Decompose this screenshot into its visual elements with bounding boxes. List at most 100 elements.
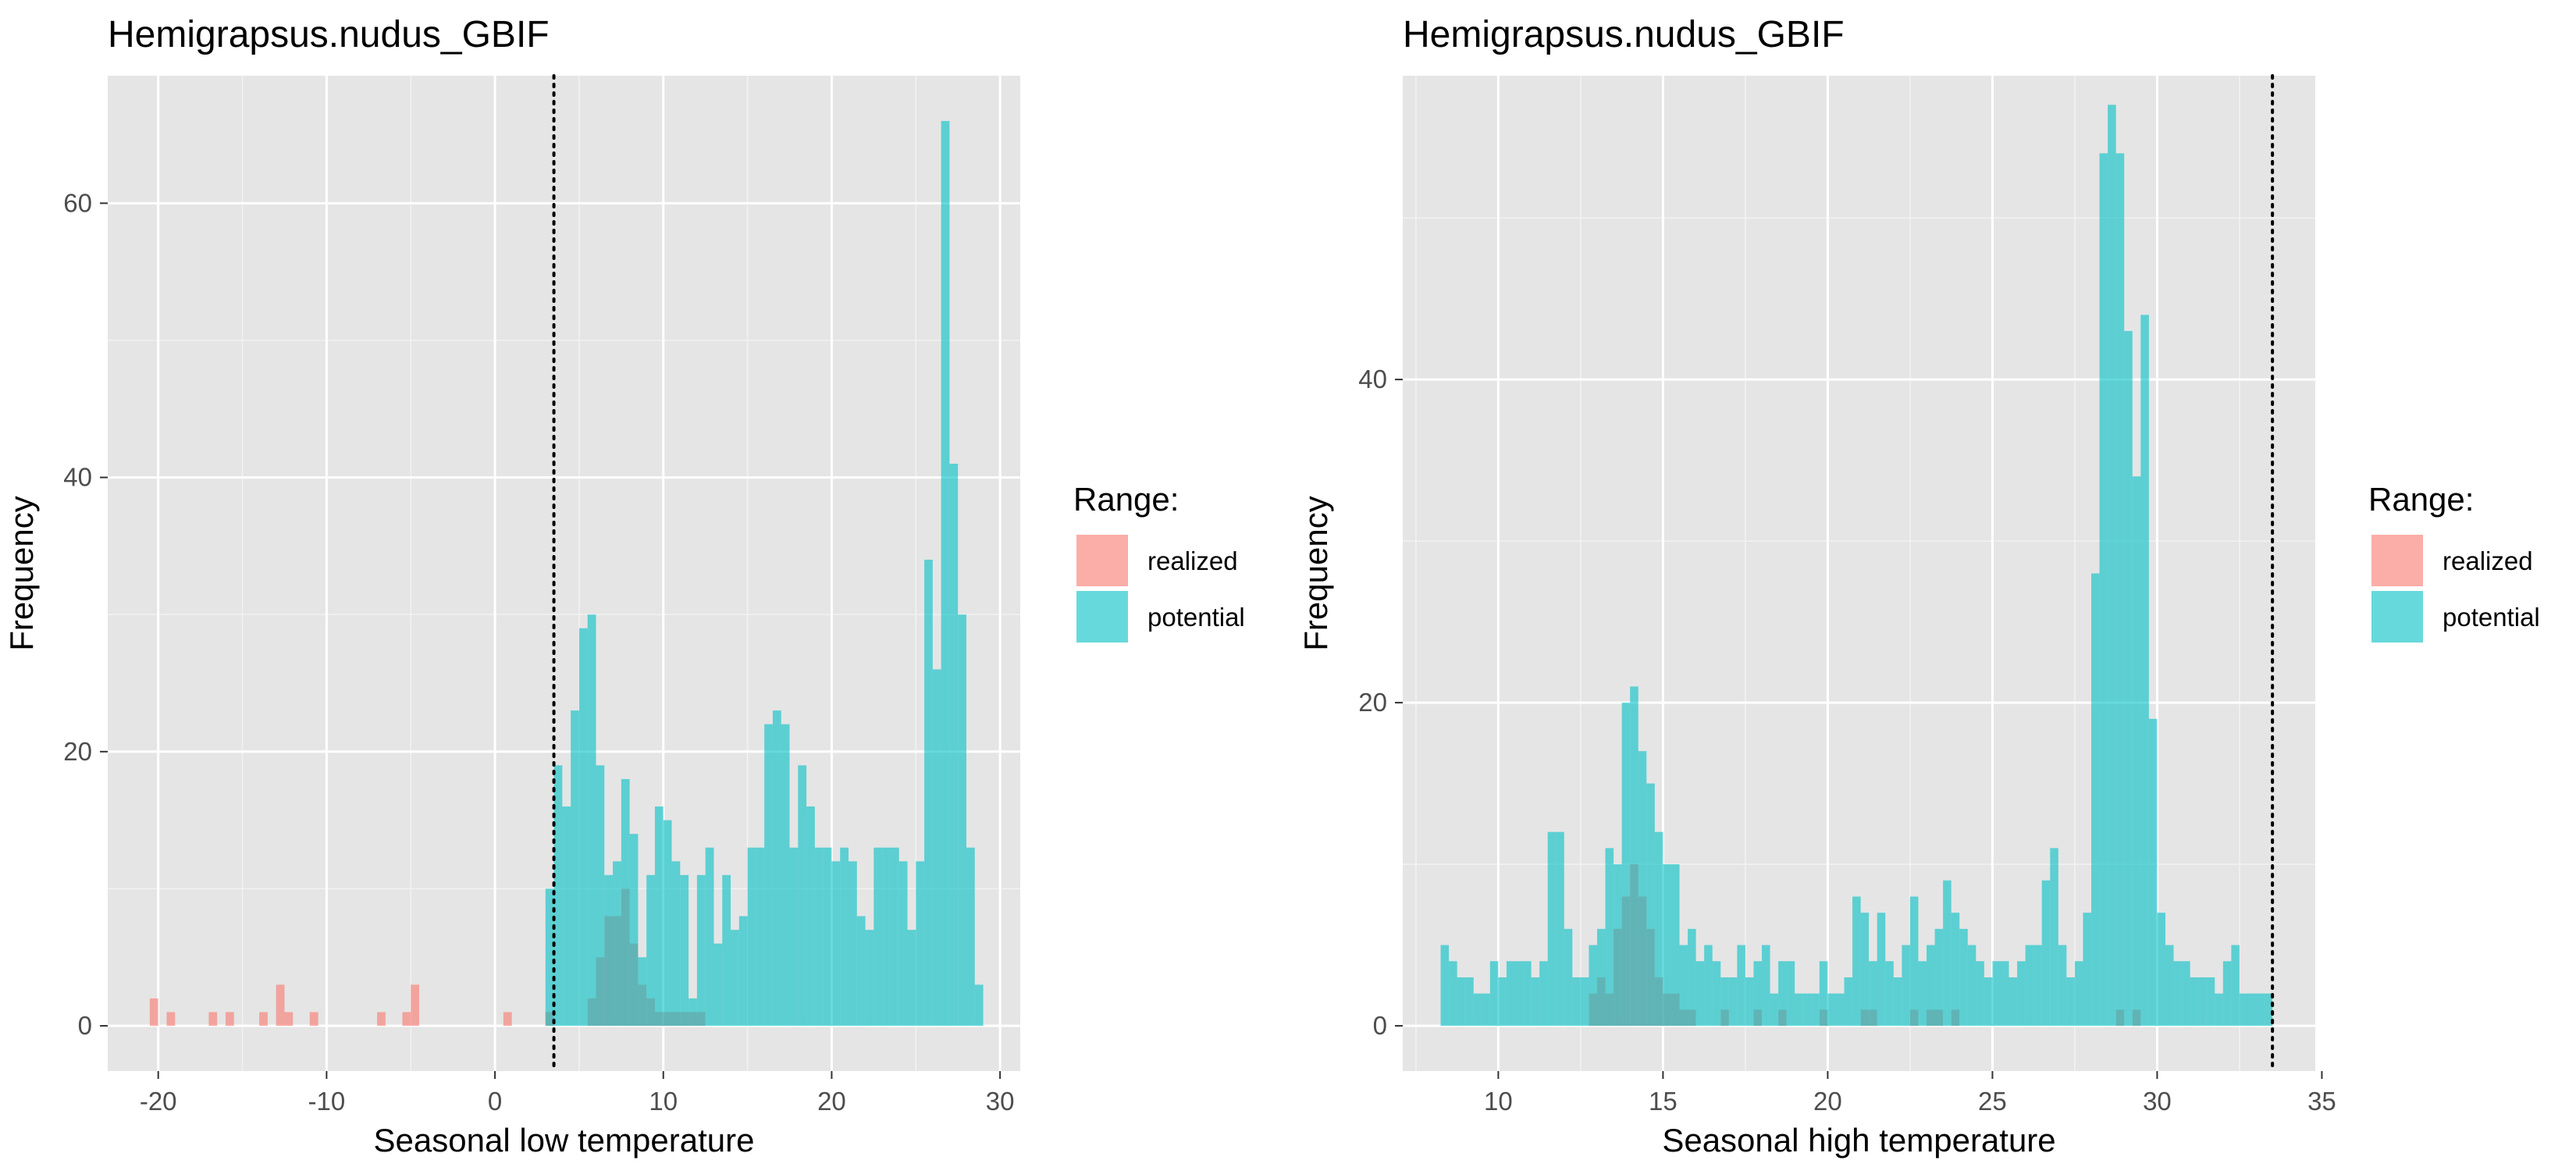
histogram-bar-potential	[2091, 573, 2100, 1027]
histogram-bar-potential	[1737, 945, 1745, 1027]
histogram-bar-potential	[831, 861, 841, 1027]
series-potential	[545, 120, 984, 1027]
histogram-bar-potential	[2083, 913, 2092, 1027]
histogram-bar-potential	[1638, 751, 1647, 1027]
histogram-bar-potential	[907, 930, 916, 1027]
histogram-bar-potential	[1835, 993, 1845, 1027]
histogram-bar-potential	[2041, 880, 2051, 1027]
histogram-bar-potential	[1885, 961, 1894, 1027]
histogram-bar-potential	[2008, 977, 2018, 1027]
minor-grid	[1403, 76, 2315, 1071]
x-tick-label: 35	[2307, 1087, 2336, 1116]
histogram-bar-potential	[1539, 961, 1548, 1027]
histogram-bar-potential	[1712, 961, 1721, 1027]
histogram-bar-potential	[1688, 928, 1696, 1027]
histogram-bar-potential	[2247, 993, 2257, 1027]
histogram-bar-potential	[1909, 896, 1919, 1027]
histogram-bar-potential	[916, 861, 925, 1027]
histogram-bar-potential	[1762, 945, 1770, 1027]
histogram-bar-realized	[402, 1012, 411, 1027]
legend-title: Range:	[2368, 481, 2474, 518]
histogram-bar-potential	[1720, 977, 1729, 1027]
histogram-bar-potential	[680, 874, 689, 1027]
histogram-bar-potential	[949, 464, 959, 1027]
legend-key-realized	[2371, 535, 2423, 586]
histogram-bar-potential	[2132, 476, 2141, 1027]
histogram-bar-potential	[731, 930, 739, 1027]
histogram-bar-potential	[1967, 945, 1976, 1027]
histogram-bar-potential	[621, 778, 630, 1027]
y-tick-label: 20	[1358, 688, 1387, 717]
histogram-bar-potential	[696, 874, 706, 1027]
histogram-bar-potential	[1976, 961, 1984, 1027]
histogram-bar-potential	[806, 806, 815, 1027]
x-tick-label: 15	[1649, 1087, 1678, 1116]
histogram-bar-potential	[604, 874, 614, 1027]
histogram-bar-realized	[276, 984, 285, 1027]
legend-key-realized	[1076, 535, 1128, 586]
histogram-bar-potential	[596, 765, 605, 1027]
legend: Range: realized potential	[2368, 481, 2540, 642]
histogram-bar-potential	[578, 628, 588, 1027]
histogram-bar-potential	[1704, 945, 1713, 1027]
y-tick-label: 0	[78, 1011, 92, 1040]
series-potential	[1440, 105, 2273, 1027]
histogram-bar-potential	[2033, 945, 2042, 1027]
histogram-bar-potential	[562, 806, 571, 1027]
histogram-seasonal-low: -20 -10 0 10 20 30 0 20 40 60 Hemigrapsus.nudus_GB…	[3, 14, 1245, 1159]
histogram-bar-potential	[747, 847, 756, 1027]
histogram-bar-potential	[1514, 961, 1524, 1027]
x-axis-title: Seasonal low temperature	[374, 1122, 755, 1159]
histogram-bar-potential	[1605, 848, 1614, 1027]
x-axis-title: Seasonal high temperature	[1662, 1122, 2055, 1159]
histogram-bar-potential	[663, 820, 672, 1027]
histogram-bar-potential	[671, 861, 681, 1027]
histogram-bar-potential	[2066, 977, 2075, 1027]
histogram-bar-potential	[1564, 928, 1573, 1027]
histogram-bar-potential	[2157, 913, 2165, 1027]
x-tick-label: 30	[986, 1087, 1015, 1116]
histogram-bar-potential	[2140, 315, 2149, 1027]
histogram-bar-potential	[688, 998, 697, 1027]
histogram-bar-realized	[411, 984, 420, 1027]
histogram-bar-potential	[2099, 153, 2108, 1027]
histogram-bar-realized	[503, 1012, 512, 1027]
histogram-bar-potential	[882, 847, 891, 1027]
histogram-bar-potential	[629, 834, 639, 1027]
histogram-bar-potential	[2148, 718, 2158, 1027]
histogram-bar-potential	[1572, 977, 1581, 1027]
histogram-bar-potential	[1893, 977, 1902, 1027]
x-tick-label: -20	[140, 1087, 177, 1116]
histogram-bar-realized	[309, 1012, 318, 1027]
histogram-bar-potential	[1523, 961, 1532, 1027]
histogram-bar-potential	[2206, 977, 2215, 1027]
histogram-bar-potential	[1596, 928, 1606, 1027]
histogram-bar-potential	[545, 888, 554, 1027]
histogram-bar-potential	[814, 847, 824, 1027]
histogram-bar-potential	[1465, 977, 1474, 1027]
histogram-bar-potential	[932, 669, 941, 1027]
histogram-bar-potential	[2264, 993, 2273, 1027]
histogram-bar-potential	[1934, 928, 1944, 1027]
histogram-bar-potential	[2256, 993, 2265, 1027]
histogram-bar-potential	[1695, 961, 1705, 1027]
histogram-bar-potential	[2173, 961, 2183, 1027]
histogram-bar-realized	[377, 1012, 386, 1027]
y-axis-title: Frequency	[3, 496, 40, 650]
legend-label-potential: potential	[1147, 603, 1245, 632]
histogram-bar-potential	[1506, 961, 1515, 1027]
legend-label-realized: realized	[2443, 546, 2533, 575]
y-tick-label: 40	[1358, 365, 1387, 393]
legend: Range: realized potential	[1073, 481, 1245, 642]
histogram-bar-potential	[898, 861, 908, 1027]
histogram-bar-potential	[1943, 880, 1952, 1027]
histogram-bar-potential	[1770, 993, 1779, 1027]
legend-key-potential	[1076, 591, 1128, 642]
histogram-bar-potential	[638, 957, 647, 1027]
histogram-bar-potential	[1679, 945, 1688, 1027]
histogram-bar-potential	[2000, 961, 2009, 1027]
y-tick-label: 60	[63, 188, 92, 217]
histogram-bar-potential	[1449, 961, 1457, 1027]
histogram-bar-potential	[798, 765, 807, 1027]
histogram-bar-potential	[890, 847, 899, 1027]
